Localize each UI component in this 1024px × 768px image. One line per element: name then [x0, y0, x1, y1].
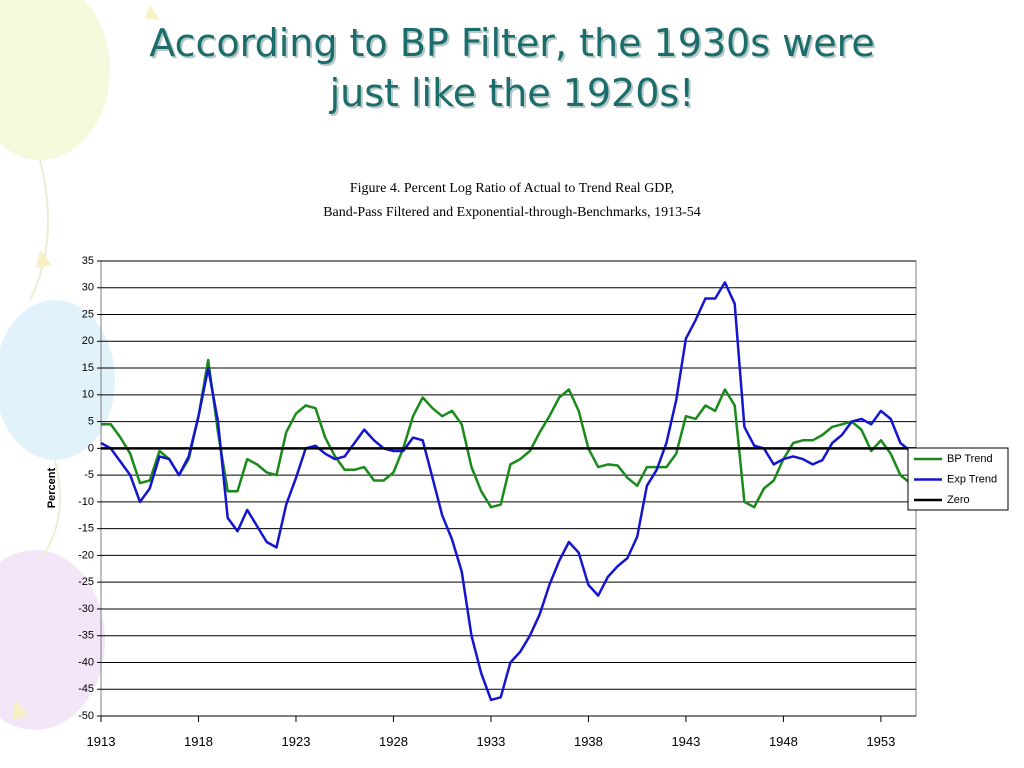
y-axis-label: Percent [46, 467, 58, 508]
x-tick-label: 1918 [184, 734, 213, 749]
y-tick-label: -50 [78, 710, 94, 722]
y-tick-label: -30 [78, 603, 94, 615]
legend-label: Exp Trend [947, 473, 997, 485]
x-tick-label: 1953 [866, 734, 895, 749]
line-series [101, 358, 911, 509]
y-tick-label: 20 [82, 335, 94, 347]
x-tick-label: 1928 [379, 734, 408, 749]
y-tick-label: 10 [82, 389, 94, 401]
y-tick-label: -20 [78, 549, 94, 561]
x-tick-label: 1913 [87, 734, 116, 749]
y-tick-label: 30 [82, 282, 94, 294]
x-tick-label: 1943 [671, 734, 700, 749]
x-tick-label: 1938 [574, 734, 603, 749]
x-tick-label: 1933 [476, 734, 505, 749]
y-tick-label: -15 [78, 523, 94, 535]
balloon-decoration [0, 0, 160, 730]
y-tick-label: 5 [88, 415, 94, 427]
y-tick-label: -35 [78, 630, 94, 642]
y-tick-label: 0 [88, 442, 94, 454]
legend-label: BP Trend [947, 453, 993, 465]
y-tick-label: -5 [84, 469, 94, 481]
legend-label: Zero [947, 494, 970, 506]
figure-title: Figure 4. Percent Log Ratio of Actual to… [350, 181, 674, 196]
plot-area [100, 260, 917, 717]
y-tick-label: 25 [82, 308, 94, 320]
y-tick-label: -40 [78, 656, 94, 668]
x-tick-label: 1948 [769, 734, 798, 749]
y-tick-label: -25 [78, 576, 94, 588]
y-tick-label: -45 [78, 683, 94, 695]
y-tick-label: 15 [82, 362, 94, 374]
line-series [100, 281, 911, 702]
figure-subtitle: Band-Pass Filtered and Exponential-throu… [323, 205, 701, 220]
legend: BP Trend Exp Trend Zero [907, 447, 1009, 511]
x-tick-label: 1923 [282, 734, 311, 749]
y-tick-label: 35 [82, 255, 94, 267]
slide-title: According to BP Filter, the 1930s were ju… [149, 21, 875, 115]
y-tick-label: -10 [78, 496, 94, 508]
